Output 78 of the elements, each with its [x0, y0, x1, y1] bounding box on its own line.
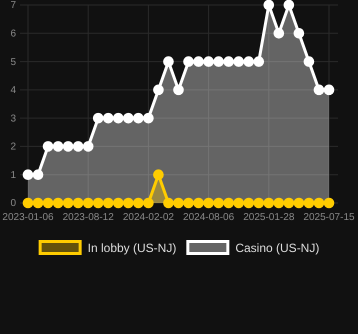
point [143, 112, 154, 124]
point [113, 112, 124, 124]
point [223, 198, 234, 208]
x-tick-label: 2024-02-02 [122, 212, 174, 224]
y-tick-label: 6 [10, 28, 16, 40]
x-tick-label: 2025-01-28 [243, 212, 295, 224]
point [173, 198, 184, 208]
point [253, 198, 264, 208]
point [243, 198, 254, 208]
y-tick-label: 4 [10, 85, 16, 96]
point [52, 141, 64, 152]
point [213, 198, 224, 208]
point [102, 198, 114, 208]
point [264, 198, 274, 208]
point [163, 56, 174, 67]
point [153, 169, 164, 180]
point [153, 84, 164, 96]
point [223, 56, 234, 67]
point [82, 198, 94, 208]
point [123, 198, 134, 208]
point [203, 56, 214, 67]
y-tick-label: 5 [10, 56, 16, 68]
point [183, 198, 194, 208]
point [324, 84, 334, 96]
point [163, 198, 174, 208]
point [253, 56, 264, 67]
point [92, 198, 104, 208]
point [133, 112, 144, 124]
point [143, 198, 154, 208]
point [62, 198, 74, 208]
point [193, 198, 204, 208]
y-tick-label: 1 [10, 170, 16, 181]
x-tick-label: 2024-08-06 [183, 212, 235, 224]
point [304, 198, 314, 208]
point [274, 198, 284, 208]
point [92, 112, 104, 124]
point [233, 56, 244, 67]
point [22, 198, 34, 208]
point [193, 56, 204, 67]
point [233, 198, 244, 208]
point [274, 28, 284, 39]
point [113, 198, 124, 208]
point [314, 84, 324, 96]
point [304, 56, 314, 67]
point [42, 198, 54, 208]
point [72, 141, 84, 152]
x-tick-label: 2023-08-12 [62, 212, 114, 224]
point [52, 198, 64, 208]
x-tick-label: 2023-01-06 [2, 212, 54, 224]
point [102, 112, 114, 124]
y-tick-label: 0 [10, 198, 16, 210]
point [284, 0, 294, 10]
point [324, 198, 334, 208]
point [82, 141, 94, 152]
legend-label: Casino (US-NJ) [235, 241, 320, 255]
point [284, 198, 294, 208]
point [243, 56, 254, 67]
point [183, 56, 194, 67]
y-tick-label: 3 [10, 113, 16, 124]
point [32, 198, 44, 208]
point [213, 56, 224, 67]
x-tick-label: 2025-07-15 [303, 212, 356, 224]
y-tick-label: 7 [10, 0, 16, 12]
point [203, 198, 214, 208]
point [294, 28, 304, 39]
point [264, 0, 274, 10]
point [173, 84, 184, 96]
point [32, 169, 44, 180]
point [123, 112, 134, 124]
point [294, 198, 304, 208]
legend-label: In lobby (US-NJ) [88, 241, 176, 255]
point [72, 198, 84, 208]
point [133, 198, 144, 208]
point [314, 198, 324, 208]
point [22, 169, 34, 180]
y-tick-label: 2 [10, 142, 16, 153]
point [42, 141, 54, 152]
point [62, 141, 74, 152]
